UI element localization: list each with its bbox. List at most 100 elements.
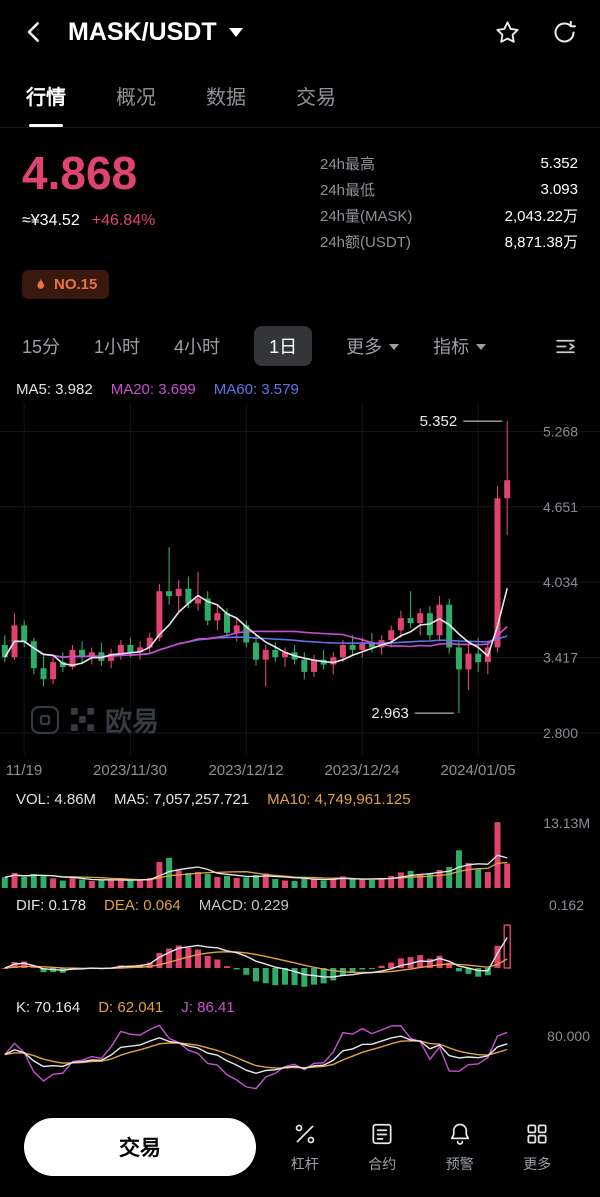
stat-value: 5.352 [540,154,578,172]
volume-axis-label: 13.13M [543,815,590,831]
indicators-label: 指标 [433,337,470,357]
timeframe-bar: 15分 1小时 4小时 1日 更多 指标 [0,317,600,375]
svg-text:3.417: 3.417 [543,650,578,666]
price-block: 4.868 ≈¥34.52 +46.84% [22,146,155,254]
svg-text:4.651: 4.651 [543,499,578,515]
contract-label: 合约 [368,1155,397,1172]
ranking-label: NO.15 [54,276,98,293]
chevron-left-icon [27,22,40,42]
stat-row-low: 24h最低 3.093 [320,176,578,202]
pair-title: MASK/USDT [68,17,217,46]
dif-value: DIF: 0.178 [16,896,87,914]
stat-value: 2,043.22万 [504,207,578,225]
timeframe-4h[interactable]: 4小时 [174,337,221,357]
x-axis-label: 2023/12/12 [208,762,284,779]
leverage-button[interactable]: 杠杆 [291,1121,319,1174]
k-value: K: 70.164 [16,998,81,1016]
macd-legend: DIF: 0.178 DEA: 0.064 MACD: 0.229 0.162 [0,891,600,919]
fiat-price: ≈¥34.52 [22,212,80,229]
volume-ma5-value: MA5: 7,057,257.721 [114,790,250,808]
bottom-actions: 杠杆 合约 预警 更多 [256,1121,576,1174]
leverage-label: 杠杆 [290,1155,319,1172]
stat-label: 24h最高 [320,155,376,173]
chevron-down-icon [228,27,243,37]
stat-label: 24h最低 [320,181,376,199]
svg-text:2.800: 2.800 [543,725,578,741]
top-bar: MASK/USDT [0,0,600,64]
volume-ma10-value: MA10: 4,749,961.125 [267,790,411,808]
ranking-badge[interactable]: NO.15 [22,270,110,299]
chevron-down-icon [389,344,400,350]
tab-market[interactable]: 行情 [26,64,66,127]
svg-text:2.963: 2.963 [371,705,409,722]
x-axis-label: 2024/01/05 [440,762,516,779]
alert-button[interactable]: 预警 [446,1121,474,1174]
ma-legend: MA5: 3.982 MA20: 3.699 MA60: 3.579 [0,375,600,403]
macd-chart[interactable] [0,919,600,993]
flame-icon [37,278,45,289]
volume-value: VOL: 4.86M [16,790,97,808]
svg-text:4.034: 4.034 [543,574,578,590]
x-axis-label: 11/19 [5,762,43,779]
star-icon [496,20,519,43]
contract-icon [372,1123,392,1144]
stats-panel: 24h最高 5.352 24h最低 3.093 24h量(MASK) 2,043… [320,146,578,254]
bottom-bar: 交易 杠杆 合约 预警 更多 [0,1097,600,1197]
refresh-button[interactable] [551,19,578,46]
kdj-panel: 80.000 [0,1021,600,1093]
leverage-icon [295,1124,315,1143]
more-timeframes-dropdown[interactable]: 更多 [346,333,400,359]
timeframe-1h[interactable]: 1小时 [94,337,141,357]
kdj-legend: K: 70.164 D: 62.041 J: 86.41 [0,993,600,1021]
trade-button[interactable]: 交易 [24,1118,256,1176]
x-axis: 11/19 2023/11/30 2023/12/12 2023/12/24 2024/… [0,755,600,785]
kdj-axis-label: 80.000 [547,1028,590,1044]
tab-overview[interactable]: 概况 [116,87,156,109]
ma60-value: MA60: 3.579 [213,380,299,398]
stat-value: 8,871.38万 [504,233,578,251]
price-subline: ≈¥34.52 +46.84% [22,212,155,230]
stat-row-high: 24h最高 5.352 [320,150,578,176]
volume-legend: VOL: 4.86M MA5: 7,057,257.721 MA10: 4,74… [0,785,600,813]
x-axis-label: 2023/11/30 [93,762,167,779]
ma20-value: MA20: 3.699 [110,380,196,398]
macd-value: MACD: 0.229 [198,896,289,914]
more-grid-icon [527,1123,547,1144]
x-axis-label: 2023/12/24 [324,762,400,779]
alert-bell-icon [450,1123,469,1145]
stat-row-volume: 24h量(MASK) 2,043.22万 [320,202,578,228]
contract-button[interactable]: 合约 [368,1121,396,1174]
price-change-percent: +46.84% [91,212,156,229]
price-section: 4.868 ≈¥34.52 +46.84% 24h最高 5.352 24h最低 … [0,128,600,262]
main-chart-panel: 5.268 4.651 4.034 3.417 2.800 5.352 2.963 欧易 [0,403,600,755]
timeframe-1d[interactable]: 1日 [254,326,313,366]
back-button[interactable] [22,19,48,45]
chart-settings-button[interactable] [553,334,578,359]
favorite-star-button[interactable] [494,19,521,46]
macd-axis-label: 0.162 [548,897,584,913]
more-label: 更多 [523,1155,552,1172]
kdj-chart[interactable] [0,1021,600,1093]
volume-chart[interactable] [0,813,600,891]
timeframe-15m[interactable]: 15分 [22,337,61,357]
stat-row-turnover: 24h额(USDT) 8,871.38万 [320,228,578,254]
pair-selector[interactable]: MASK/USDT [68,18,243,47]
stat-value: 3.093 [540,180,578,198]
indicators-dropdown[interactable]: 指标 [433,333,487,359]
refresh-icon [554,20,576,42]
badge-row: NO.15 [0,262,600,307]
volume-panel: 13.13M [0,813,600,891]
dea-value: DEA: 0.064 [104,896,181,914]
tab-data[interactable]: 数据 [206,87,246,109]
macd-panel [0,919,600,993]
d-value: D: 62.041 [98,998,164,1016]
chart-settings-icon [556,339,575,353]
stat-label: 24h量(MASK) [320,207,413,225]
tab-trade[interactable]: 交易 [296,87,336,109]
more-timeframes-label: 更多 [346,337,383,357]
svg-text:5.352: 5.352 [420,413,458,430]
candlestick-chart[interactable]: 5.268 4.651 4.034 3.417 2.800 5.352 2.963 [0,403,600,755]
chevron-down-icon [476,344,487,350]
more-button[interactable]: 更多 [523,1121,551,1174]
stat-label: 24h额(USDT) [320,233,411,251]
